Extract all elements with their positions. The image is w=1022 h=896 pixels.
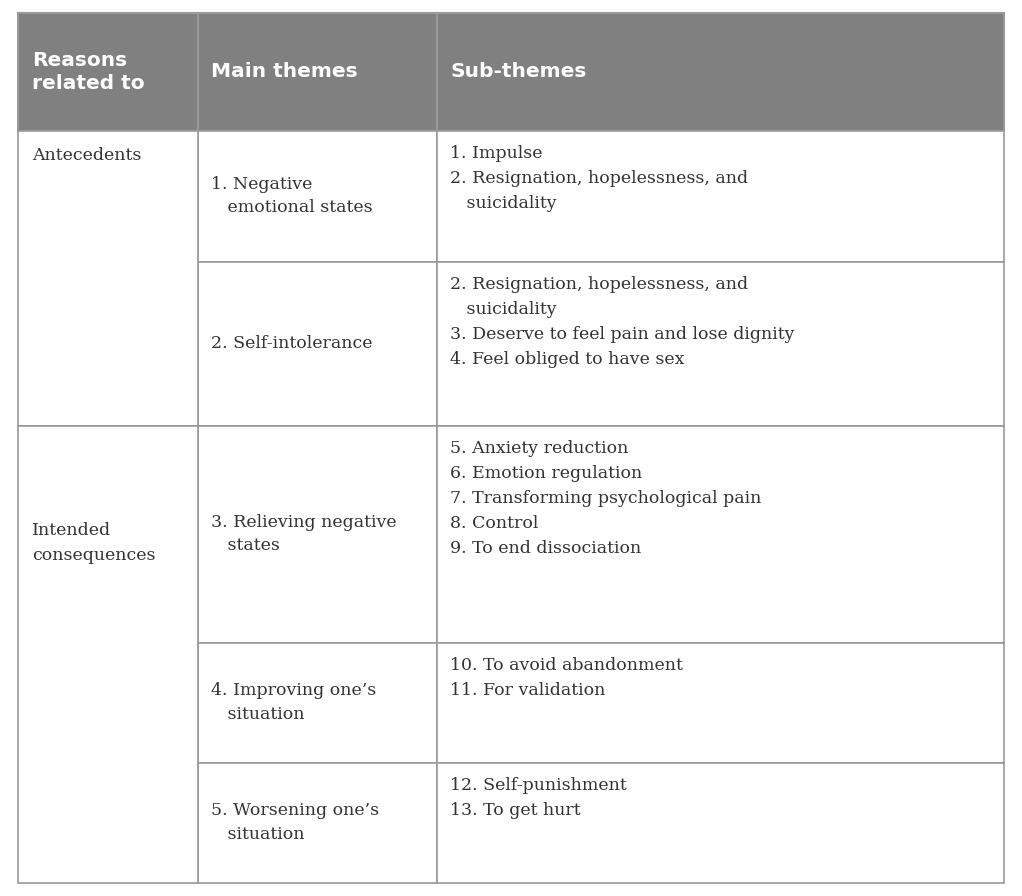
Text: 5. Worsening one’s
   situation: 5. Worsening one’s situation [211, 802, 379, 843]
Text: 12. Self-punishment
13. To get hurt: 12. Self-punishment 13. To get hurt [451, 777, 628, 819]
Text: 1. Impulse
2. Resignation, hopelessness, and
   suicidality: 1. Impulse 2. Resignation, hopelessness,… [451, 145, 748, 212]
Bar [437, 13, 1004, 131]
Bar [437, 642, 1004, 762]
Text: 10. To avoid abandonment
11. For validation: 10. To avoid abandonment 11. For validat… [451, 657, 684, 699]
Bar [18, 131, 197, 426]
Bar [197, 131, 437, 262]
Bar [18, 426, 197, 883]
Bar [437, 131, 1004, 262]
Text: Main themes: Main themes [211, 63, 358, 82]
Bar [197, 642, 437, 762]
Bar [197, 762, 437, 883]
Text: 4. Improving one’s
   situation: 4. Improving one’s situation [211, 683, 376, 723]
Text: 5. Anxiety reduction
6. Emotion regulation
7. Transforming psychological pain
8.: 5. Anxiety reduction 6. Emotion regulati… [451, 440, 761, 557]
Bar [437, 762, 1004, 883]
Text: 2. Resignation, hopelessness, and
   suicidality
3. Deserve to feel pain and los: 2. Resignation, hopelessness, and suicid… [451, 276, 795, 368]
Text: Sub-themes: Sub-themes [451, 63, 587, 82]
Bar [437, 426, 1004, 642]
Text: Antecedents: Antecedents [32, 147, 141, 164]
Bar [197, 426, 437, 642]
Text: Intended
consequences: Intended consequences [32, 522, 155, 564]
Text: 1. Negative
   emotional states: 1. Negative emotional states [211, 176, 373, 217]
Bar [197, 13, 437, 131]
Bar [197, 262, 437, 426]
Bar [18, 13, 197, 131]
Text: Reasons
related to: Reasons related to [32, 51, 144, 93]
Text: 2. Self-intolerance: 2. Self-intolerance [211, 335, 372, 352]
Bar [437, 262, 1004, 426]
Text: 3. Relieving negative
   states: 3. Relieving negative states [211, 514, 397, 555]
